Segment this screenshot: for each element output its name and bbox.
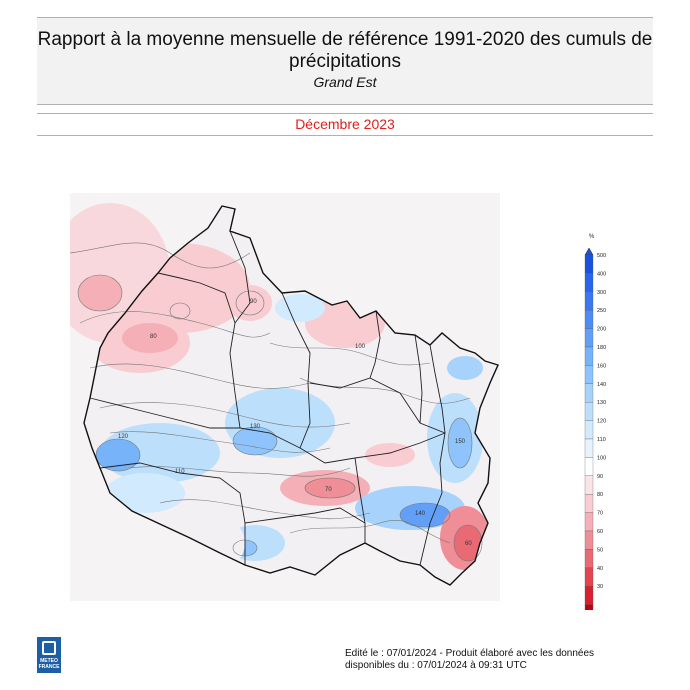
legend-bin — [584, 383, 594, 403]
legend-bin — [584, 291, 594, 311]
legend-bin — [584, 310, 594, 329]
legend-bin — [584, 273, 594, 292]
legend-tick-label: 400 — [597, 271, 606, 277]
legend-tick-label: 70 — [597, 511, 603, 517]
legend-arrow-top — [584, 247, 594, 256]
legend-tick-label: 30 — [597, 584, 603, 590]
legend-bin — [584, 475, 594, 495]
legend-tick-label: 140 — [597, 382, 606, 388]
legend-bin — [584, 365, 594, 384]
contour-label: 90 — [250, 299, 257, 305]
contour-label: 120 — [118, 434, 129, 440]
legend-tick-label: 40 — [597, 566, 603, 572]
legend-bin — [584, 549, 594, 568]
legend-tick-label: 300 — [597, 290, 606, 296]
legend-tick-label: 160 — [597, 363, 606, 369]
contour-label: 130 — [250, 424, 261, 430]
legend-bin — [584, 346, 594, 366]
region-name: Grand Est — [313, 74, 377, 90]
logo-text-2: FRANCE — [38, 664, 60, 670]
legend-bin — [584, 254, 594, 274]
legend-tick-label: 180 — [597, 345, 606, 351]
footer-info: Edité le : 07/01/2024 - Produit élaboré … — [345, 648, 665, 672]
legend-bin — [584, 530, 594, 550]
map-title: Rapport à la moyenne mensuelle de référe… — [37, 29, 653, 72]
legend-bin — [584, 567, 594, 587]
legend-tick-label: 60 — [597, 529, 603, 535]
legend-bin — [584, 604, 594, 610]
legend-tick-label: 80 — [597, 492, 603, 498]
legend-tick-label: 250 — [597, 308, 606, 314]
legend-bin — [584, 457, 594, 476]
legend-bins: 500 400 300 250 200 180 160 140 130 120 110 100 90 80… — [584, 247, 606, 610]
contour-label: 110 — [175, 469, 185, 475]
period-label: Décembre 2023 — [295, 116, 395, 132]
legend-tick-label: 130 — [597, 400, 606, 406]
region-outline — [83, 205, 499, 586]
legend-bin — [584, 438, 594, 458]
legend-bin — [584, 420, 594, 440]
divider-top — [37, 113, 653, 114]
legend-tick-label: 120 — [597, 419, 606, 425]
legend-tick-label: 200 — [597, 327, 606, 333]
legend-unit: % — [589, 234, 595, 240]
divider-bottom — [37, 135, 653, 136]
color-scale-legend: % 500 400 300 250 200 180 160 140 130 120 110 100 90… — [584, 234, 606, 610]
contour-label: 80 — [150, 334, 157, 340]
legend-bin — [584, 328, 594, 348]
contour-label: 140 — [415, 511, 426, 517]
contour-label-group: 120 80 100 130 110 70 140 60 150 90 — [118, 299, 472, 547]
footer-edit-date: Edité le : 07/01/2024 - Produit élaboré … — [345, 648, 595, 659]
meteo-france-logo: METEO FRANCE — [37, 637, 61, 673]
legend-tick-label: 500 — [597, 253, 606, 259]
legend-tick-label: 50 — [597, 547, 603, 553]
area-outside-drier — [78, 275, 122, 311]
legend-bin — [584, 586, 594, 605]
department-borders — [89, 230, 446, 566]
title-panel: Rapport à la moyenne mensuelle de référe… — [37, 17, 653, 105]
legend-bin — [584, 402, 594, 421]
contour-label: 60 — [465, 541, 472, 547]
area-outside-south — [70, 511, 450, 601]
legend-tick-label: 90 — [597, 474, 603, 480]
contour-label: 150 — [455, 439, 466, 445]
logo-emblem-icon — [42, 641, 56, 655]
precipitation-map: 120 80 100 130 110 70 140 60 150 90 — [70, 193, 500, 601]
logo-text-1: METEO — [40, 658, 58, 664]
legend-tick-label: 110 — [597, 437, 606, 443]
legend-bin — [584, 494, 594, 513]
legend-tick-label: 100 — [597, 455, 606, 461]
legend-bin — [584, 512, 594, 532]
contour-label: 100 — [355, 344, 366, 350]
contour-label: 70 — [325, 487, 332, 493]
footer-data-date: disponibles du : 07/01/2024 à 09:31 UTC — [345, 660, 527, 671]
